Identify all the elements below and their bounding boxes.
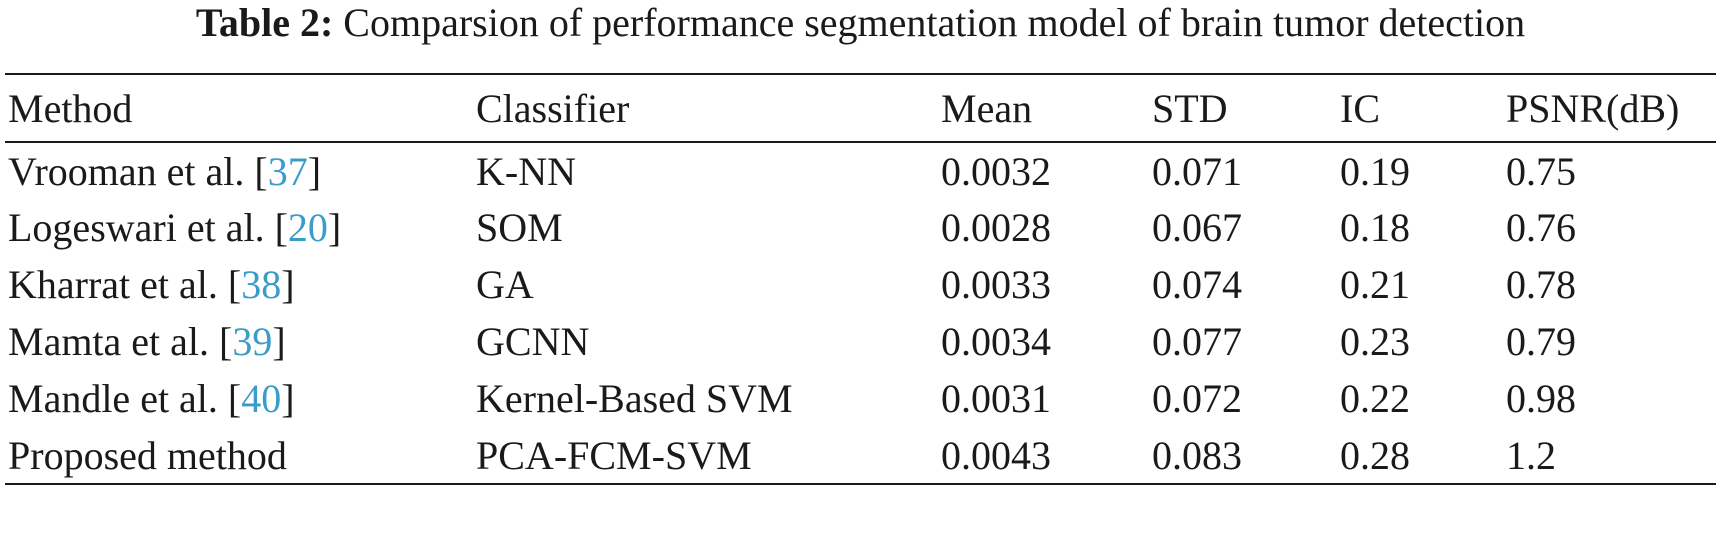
- cell-psnr: 0.79: [1506, 319, 1576, 364]
- table-caption-label: Table 2:: [195, 0, 334, 45]
- cell-ic: 0.18: [1340, 205, 1410, 250]
- header-psnr: PSNR(dB): [1503, 73, 1716, 143]
- cell-mean: 0.0032: [941, 148, 1051, 194]
- cell-std: 0.067: [1152, 205, 1242, 250]
- cell-classifier: Kernel-Based SVM: [476, 376, 793, 421]
- cell-ic: 0.22: [1340, 376, 1410, 421]
- cell-mean: 0.0031: [941, 376, 1051, 421]
- cell-method: Kharrat et al. [38]: [8, 262, 295, 307]
- cell-classifier: K-NN: [476, 148, 576, 194]
- cell-classifier: GA: [476, 262, 534, 307]
- citation-link[interactable]: 39: [232, 319, 273, 364]
- table-row: Kharrat et al. [38] GA 0.0033 0.074 0.21…: [5, 256, 1716, 313]
- cell-ic: 0.28: [1337, 427, 1503, 485]
- method-name: Mamta et al.: [8, 319, 210, 364]
- cell-psnr: 1.2: [1503, 427, 1716, 485]
- citation-link[interactable]: 37: [267, 148, 308, 194]
- table-caption-text: Comparsion of performance segmentation m…: [343, 0, 1526, 45]
- cell-std: 0.072: [1152, 376, 1242, 421]
- cell-method: Logeswari et al. [20]: [8, 205, 342, 250]
- cell-std: 0.083: [1149, 427, 1337, 485]
- header-ic: IC: [1337, 73, 1503, 143]
- table-header: Method Classifier Mean STD IC PSNR(dB): [5, 73, 1716, 143]
- table-header-row: Method Classifier Mean STD IC PSNR(dB): [5, 73, 1716, 143]
- cell-method: Mamta et al. [39]: [8, 319, 286, 364]
- cell-ic: 0.21: [1340, 262, 1410, 307]
- cell-psnr: 0.98: [1506, 376, 1576, 421]
- method-name: Proposed method: [8, 432, 287, 478]
- method-name: Vrooman et al.: [8, 148, 245, 194]
- cell-classifier: GCNN: [476, 319, 590, 364]
- cell-psnr: 0.76: [1506, 205, 1576, 250]
- citation-link[interactable]: 20: [287, 205, 328, 250]
- table-row: Mamta et al. [39] GCNN 0.0034 0.077 0.23…: [5, 313, 1716, 370]
- cell-psnr: 0.75: [1506, 148, 1576, 194]
- table-row: Mandle et al. [40] Kernel-Based SVM 0.00…: [5, 370, 1716, 427]
- cell-classifier: SOM: [476, 205, 563, 250]
- table-row: Logeswari et al. [20] SOM 0.0028 0.067 0…: [5, 199, 1716, 256]
- cell-psnr: 0.78: [1506, 262, 1576, 307]
- cell-mean: 0.0034: [941, 319, 1051, 364]
- cell-mean: 0.0043: [938, 427, 1149, 485]
- citation-link[interactable]: 38: [241, 262, 282, 307]
- method-name: Logeswari et al.: [8, 205, 265, 250]
- cell-method: Vrooman et al. [37]: [8, 148, 322, 194]
- cell-mean: 0.0033: [941, 262, 1051, 307]
- cell-std: 0.074: [1152, 262, 1242, 307]
- cell-ic: 0.19: [1340, 148, 1410, 194]
- cell-ic: 0.23: [1340, 319, 1410, 364]
- table-row: Vrooman et al. [37] K-NN 0.0032 0.071 0.…: [5, 142, 1716, 199]
- citation-link[interactable]: 40: [241, 376, 282, 421]
- method-name: Mandle et al.: [8, 376, 218, 421]
- comparison-table: Method Classifier Mean STD IC PSNR(dB) V…: [5, 73, 1716, 485]
- table-row: Proposed method PCA-FCM-SVM 0.0043 0.083…: [5, 427, 1716, 485]
- header-method: Method: [5, 73, 473, 143]
- cell-mean: 0.0028: [941, 205, 1051, 250]
- cell-method: Proposed method: [5, 427, 473, 485]
- cell-method: Mandle et al. [40]: [8, 376, 295, 421]
- table-body: Vrooman et al. [37] K-NN 0.0032 0.071 0.…: [5, 142, 1716, 485]
- header-mean: Mean: [938, 73, 1149, 143]
- header-std: STD: [1149, 73, 1337, 143]
- table-caption: Table 2: Comparsion of performance segme…: [0, 0, 1721, 52]
- cell-std: 0.077: [1152, 319, 1242, 364]
- header-classifier: Classifier: [473, 73, 938, 143]
- cell-classifier: PCA-FCM-SVM: [473, 427, 938, 485]
- method-name: Kharrat et al.: [8, 262, 218, 307]
- cell-std: 0.071: [1152, 148, 1242, 194]
